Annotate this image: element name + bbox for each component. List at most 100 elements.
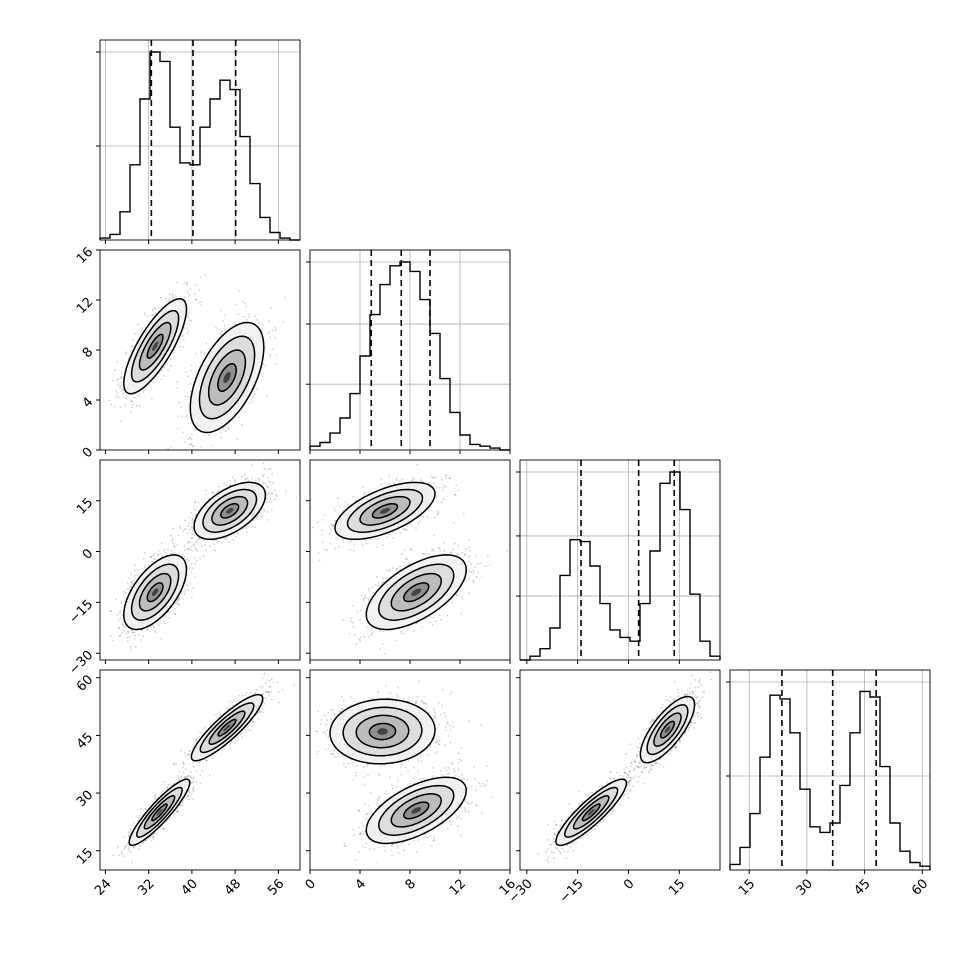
contour-0-3-1-3 (217, 718, 237, 737)
contour-0-1-1-1 (198, 335, 256, 420)
scatter-content-0-1 (108, 274, 286, 450)
density-fill-2-3-0-4 (587, 809, 595, 816)
contour-0-1-1-3 (217, 363, 237, 392)
scatter-panel-1-3 (309, 669, 511, 871)
x-tick-label-2-2: 0 (621, 876, 637, 892)
y-tick-label-3-2: 45 (74, 730, 96, 752)
x-tick-label-1-2: 8 (403, 876, 419, 892)
contour-0-2-0-2 (211, 495, 249, 526)
density-fill-1-2-0-4 (380, 508, 390, 514)
contour-1-3-1-2 (390, 793, 442, 828)
x-tick-label-3-0: 15 (736, 876, 758, 898)
scatter-panel-2-3 (519, 669, 721, 871)
density-fill-1-3-1-4 (411, 807, 422, 814)
scatter-content-0-3 (112, 672, 295, 864)
contour-1-3-0-0 (329, 698, 436, 765)
density-fill-0-2-1-4 (152, 588, 159, 596)
y-tick-label-1-4: 16 (74, 245, 96, 267)
y-tick-label-2-1: −15 (66, 597, 96, 627)
scatter-frame-0-3 (99, 669, 301, 871)
x-tick-label-0-2: 40 (179, 876, 201, 898)
histogram-step-line-2 (520, 471, 721, 661)
contour-0-2-1-0 (123, 554, 188, 631)
y-tick-label-1-0: 0 (80, 445, 96, 461)
contour-1-2-0-2 (359, 495, 411, 526)
y-tick-label-2-3: 15 (74, 495, 96, 517)
y-tick-label-2-0: −30 (66, 648, 96, 678)
x-tick-label-1-1: 4 (353, 876, 369, 892)
density-fill-0-1-0-4 (152, 341, 159, 351)
x-tick-label-1-0: 0 (303, 876, 319, 892)
histogram-step-line-0 (99, 51, 300, 241)
density-fill-1-3-0-4 (377, 728, 388, 735)
contour-1-3-1-0 (365, 776, 467, 845)
contour-1-2-1-2 (390, 572, 442, 612)
contour-0-1-0-2 (138, 321, 172, 371)
histogram-panel-0 (96, 39, 301, 241)
contour-0-3-1-2 (208, 710, 246, 745)
contour-0-3-0-1 (136, 786, 183, 838)
density-fill-0-1-1-4 (223, 372, 231, 383)
contour-0-3-1-1 (199, 702, 255, 754)
y-tick-label-1-2: 8 (80, 345, 96, 361)
contour-0-2-0-1 (202, 488, 258, 533)
contour-1-3-1-1 (378, 784, 455, 836)
x-tick-label-1-3: 12 (447, 876, 469, 898)
x-tick-label-0-0: 24 (92, 876, 114, 898)
contour-0-1-1-2 (207, 349, 247, 406)
contour-0-2-1-2 (138, 572, 172, 612)
contour-1-3-1-3 (403, 801, 430, 820)
contour-2-3-1-2 (653, 712, 682, 747)
density-fill-0-2-0-4 (226, 508, 234, 514)
x-tick-label-0-3: 48 (222, 876, 244, 898)
contour-2-3-1-1 (646, 704, 689, 756)
contour-1-3-0-3 (368, 722, 397, 741)
x-tick-label-2-3: 15 (666, 876, 688, 898)
contour-0-3-0-2 (143, 795, 176, 830)
contour-1-2-0-0 (334, 481, 436, 541)
contour-1-2-0-3 (371, 502, 399, 519)
scatter-panel-1-2 (309, 459, 511, 661)
contour-1-2-0-1 (346, 488, 424, 533)
scatter-content-2-3 (537, 671, 713, 864)
contour-2-3-0-3 (581, 803, 601, 822)
contour-0-1-0-3 (146, 333, 164, 359)
histogram-frame-3 (729, 669, 931, 871)
histogram-panel-2 (516, 459, 721, 661)
contour-0-1-0-1 (130, 309, 180, 383)
x-tick-label-0-4: 56 (265, 876, 287, 898)
contour-0-1-0-0 (123, 298, 188, 395)
scatter-frame-0-2 (99, 459, 301, 661)
y-tick-label-3-0: 15 (74, 845, 96, 867)
density-fill-0-3-1-4 (223, 724, 231, 731)
contour-0-2-1-3 (146, 582, 164, 603)
scatter-content-1-2 (310, 463, 509, 655)
scatter-content-0-2 (109, 462, 298, 651)
contour-2-3-0-1 (563, 786, 619, 838)
contour-0-3-1-0 (190, 693, 264, 762)
scatter-panel-0-3 (99, 669, 301, 871)
x-tick-label-3-2: 45 (851, 876, 873, 898)
y-tick-label-1-3: 12 (74, 295, 96, 317)
scatter-frame-2-3 (519, 669, 721, 871)
x-tick-label-3-1: 30 (794, 876, 816, 898)
contour-1-2-1-3 (403, 582, 430, 603)
histogram-step-line-1 (309, 261, 510, 451)
histogram-frame-0 (99, 39, 301, 241)
contour-0-3-0-3 (151, 803, 168, 822)
y-tick-label-3-1: 30 (74, 788, 96, 810)
density-fill-1-2-1-4 (411, 588, 422, 596)
scatter-panel-0-1 (99, 249, 301, 451)
scatter-panel-0-2 (99, 459, 301, 661)
contour-0-2-0-3 (220, 502, 240, 519)
contour-0-2-1-1 (130, 563, 180, 621)
histogram-step-line-3 (729, 690, 931, 870)
histogram-panel-3 (726, 669, 931, 871)
contour-2-3-0-2 (572, 795, 610, 830)
density-fill-2-3-1-4 (664, 726, 671, 733)
contour-0-3-0-0 (128, 778, 191, 847)
contour-0-2-0-0 (193, 481, 267, 541)
histogram-frame-2 (519, 459, 721, 661)
y-tick-label-1-1: 4 (80, 395, 96, 411)
